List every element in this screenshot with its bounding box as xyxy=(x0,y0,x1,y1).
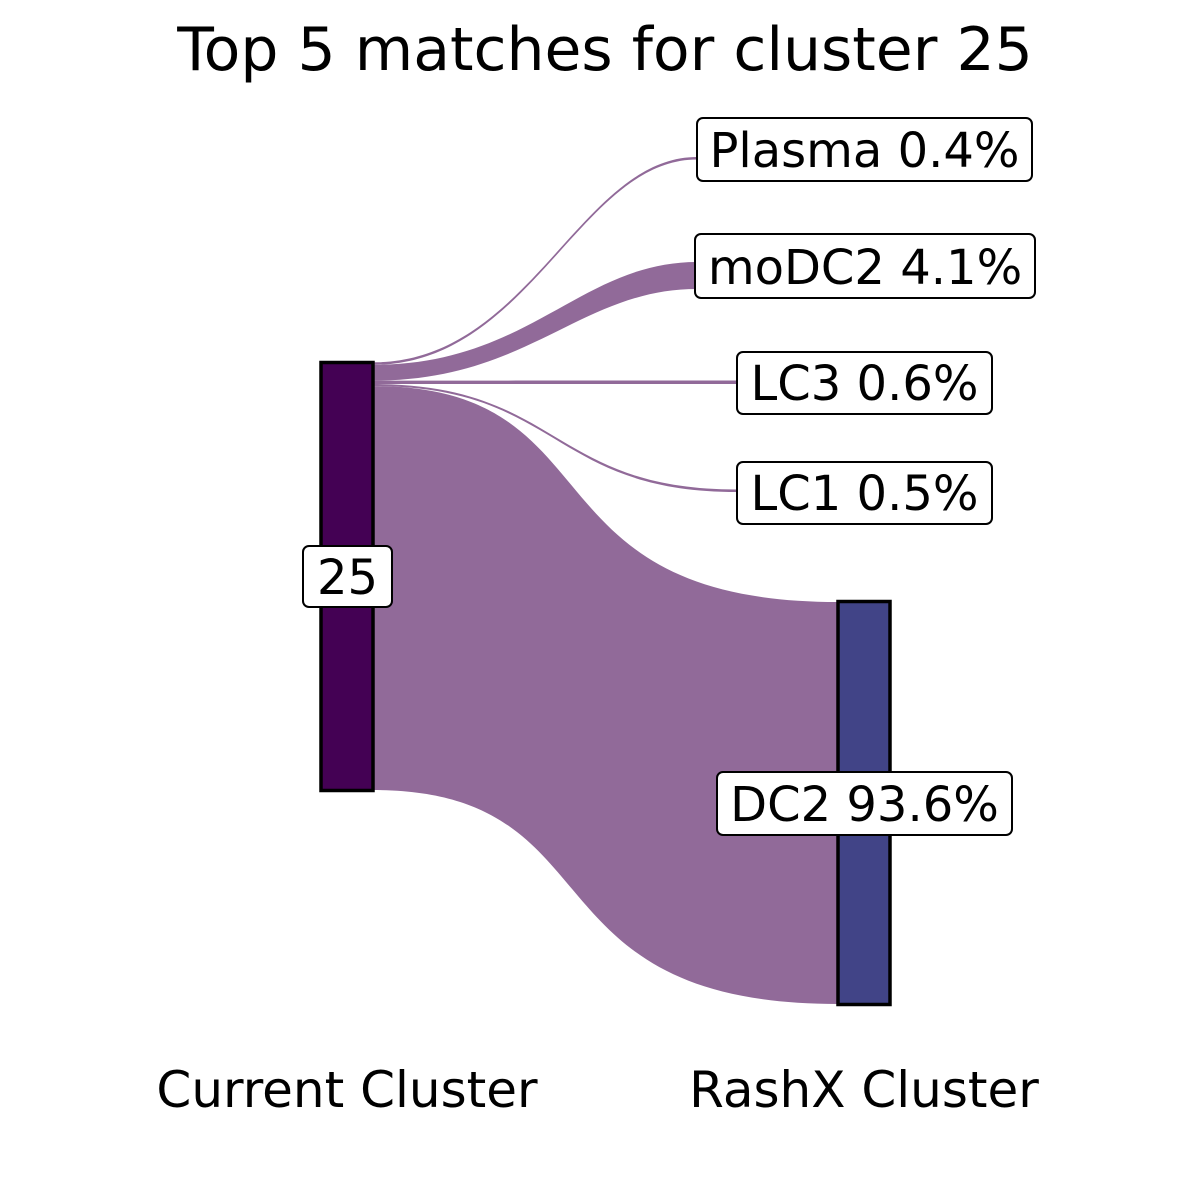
source-label-box xyxy=(302,545,393,608)
axis-label-rashx-cluster: RashX Cluster xyxy=(689,1061,1039,1119)
target-label-text: DC2 93.6% xyxy=(730,777,999,833)
flows-group xyxy=(373,157,838,1005)
target-label-modc2: moDC2 4.1% xyxy=(694,233,1036,299)
target-label-text: Plasma 0.4% xyxy=(709,123,1019,179)
target-label-box xyxy=(696,117,1033,182)
target-label-box xyxy=(736,461,993,525)
flow-modc2 xyxy=(373,262,697,381)
target-label-box xyxy=(694,233,1036,299)
axis-label-current-cluster: Current Cluster xyxy=(156,1061,538,1119)
flow-dc2 xyxy=(373,386,838,1005)
target-label-text: moDC2 4.1% xyxy=(708,240,1022,296)
target-label-text: LC1 0.5% xyxy=(751,466,979,522)
target-label-box xyxy=(736,351,993,415)
target-label-lc1: LC1 0.5% xyxy=(736,461,993,525)
flow-lc1 xyxy=(373,384,737,492)
source-label-text: 25 xyxy=(317,550,378,606)
target-label-box xyxy=(716,771,1013,836)
target-label-lc3: LC3 0.6% xyxy=(736,351,993,415)
source-label: 25 xyxy=(302,545,393,608)
flow-lc3 xyxy=(373,380,737,384)
target-label-dc2: DC2 93.6% xyxy=(716,771,1013,836)
target-label-plasma: Plasma 0.4% xyxy=(696,117,1033,182)
chart-title: Top 5 matches for cluster 25 xyxy=(176,15,1033,85)
target-label-text: LC3 0.6% xyxy=(751,356,979,412)
